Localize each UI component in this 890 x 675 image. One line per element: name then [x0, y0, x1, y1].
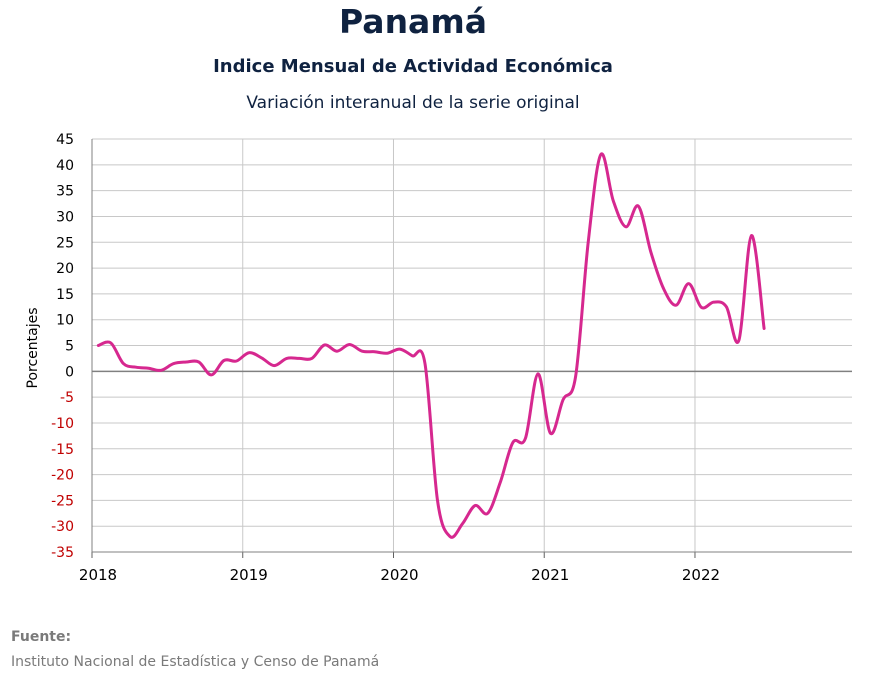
series-layer	[96, 152, 766, 539]
y-tick-label: 30	[56, 209, 74, 225]
y-tick-label: -5	[60, 390, 74, 406]
y-tick-label: 35	[56, 184, 74, 200]
y-tick-label: -35	[51, 545, 74, 561]
y-tick-label: -25	[51, 493, 74, 509]
y-tick-label: 15	[56, 287, 74, 303]
x-tick-label: 2022	[682, 566, 720, 584]
chart-subtitle-secondary: Variación interanual de la serie origina…	[246, 93, 580, 113]
y-tick-label: 45	[56, 132, 74, 148]
y-tick-label: -15	[51, 442, 74, 458]
y-tick-label: 40	[56, 158, 74, 174]
chart-subtitle: Indice Mensual de Actividad Económica	[213, 56, 613, 77]
y-tick-label: -30	[51, 519, 74, 535]
x-tick-label: 2021	[531, 566, 569, 584]
y-tick-label: 10	[56, 313, 74, 329]
series-line	[96, 152, 766, 539]
y-tick-label: 20	[56, 261, 74, 277]
y-tick-label: -20	[51, 468, 74, 484]
x-tick-label: 2019	[230, 566, 268, 584]
x-tick-label: 2018	[79, 566, 117, 584]
y-tick-label: 0	[65, 364, 74, 380]
y-axis-label: Porcentajes	[25, 307, 41, 388]
y-tick-label: 5	[65, 339, 74, 355]
source-label: Fuente:	[11, 629, 72, 645]
x-tick-label: 2020	[380, 566, 418, 584]
y-tick-label: 25	[56, 235, 74, 251]
axes: 45 40 35 30 25 20 15 10 5 0 -5 -10 -15 -20 -25 -30 -35 20…	[51, 132, 852, 584]
grid	[92, 138, 852, 553]
chart-title: Panamá	[339, 2, 487, 41]
y-tick-label: -10	[51, 416, 74, 432]
source-text: Instituto Nacional de Estadística y Cens…	[11, 654, 380, 670]
